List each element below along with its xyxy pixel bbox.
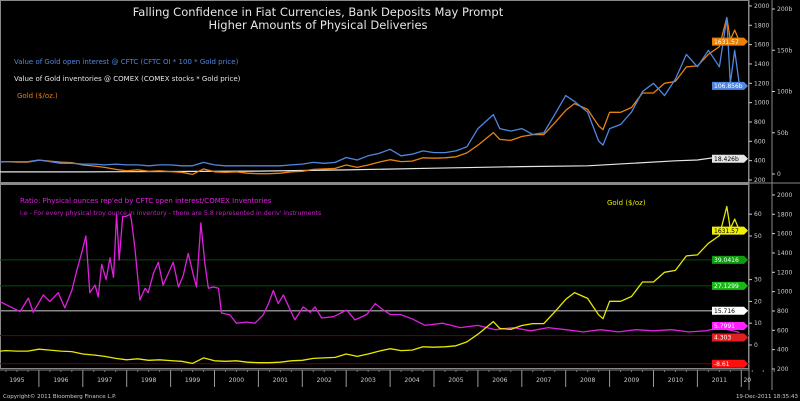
reference-tag-1 bbox=[712, 281, 748, 290]
year-label: 1998 bbox=[141, 377, 156, 384]
gold-bottom-last-value-tag-label: 1631.57 bbox=[714, 228, 739, 235]
year-label: 1995 bbox=[9, 377, 24, 384]
gold-price-line-top bbox=[0, 16, 741, 176]
top-left-axis-tick-label: 200 bbox=[754, 177, 766, 184]
top-right-axis-tick-label: 0 bbox=[777, 171, 781, 178]
bottom-right-axis-tick-label: 200 bbox=[777, 366, 789, 373]
top-left-axis-tick-label: 1600 bbox=[754, 42, 769, 49]
open-interest-line bbox=[0, 17, 741, 167]
gold-price-line-bottom bbox=[0, 205, 741, 365]
year-label: 2001 bbox=[273, 377, 288, 384]
open-interest-last-value-tag-label: 106.856b bbox=[714, 83, 743, 90]
year-label: 2009 bbox=[624, 377, 639, 384]
gold-bottom-last-value-tag bbox=[712, 226, 748, 235]
reference-tag-3 bbox=[712, 333, 748, 342]
top-left-axis-tick-label: 600 bbox=[754, 138, 766, 145]
ratio-last-value-tag bbox=[712, 322, 748, 330]
copyright-text: Copyright© 2011 Bloomberg Finance L.P. bbox=[3, 393, 117, 400]
top-left-axis-tick-label: 1000 bbox=[754, 100, 769, 107]
timestamp-text: 19-Dec-2011 18:35:43 bbox=[736, 394, 799, 400]
bottom-left-axis-tick-label: 0 bbox=[754, 342, 758, 349]
legend-open-interest: Value of Gold open interest @ CFTC (CFTC… bbox=[14, 58, 239, 66]
reference-tag-1-label: 27.1299 bbox=[714, 283, 739, 290]
ratio-title: Ratio: Physical ounces rep'ed by CFTC op… bbox=[20, 197, 272, 205]
legend-gold-bottom: Gold ($/oz) bbox=[607, 199, 646, 207]
ratio-subtitle: i.e - For every physical troy ounce in i… bbox=[20, 210, 321, 217]
year-label: 2004 bbox=[404, 377, 419, 384]
bottom-right-axis-tick-label: 600 bbox=[777, 327, 789, 334]
year-label: 2005 bbox=[448, 377, 463, 384]
top-left-axis-tick-label: 800 bbox=[754, 119, 766, 126]
year-label: 20 bbox=[743, 377, 751, 384]
bottom-left-axis-tick-label: 20 bbox=[754, 298, 762, 305]
ratio-last-value-tag-label: 5.7991 bbox=[714, 323, 735, 330]
top-right-axis-tick-label: 100b bbox=[777, 89, 792, 96]
year-label: 2003 bbox=[361, 377, 376, 384]
top-left-axis-tick-label: 1400 bbox=[754, 61, 769, 68]
bottom-left-axis-tick-label: 50 bbox=[754, 233, 762, 240]
year-label: 2000 bbox=[229, 377, 244, 384]
year-label: 1997 bbox=[97, 377, 112, 384]
gold-last-value-tag bbox=[712, 37, 748, 46]
gold-last-value-tag-label: 1631.57 bbox=[714, 39, 739, 46]
legend-inventories: Value of Gold inventories @ COMEX (COMEX… bbox=[14, 75, 241, 83]
reference-tag-2-label: 15.716 bbox=[714, 308, 735, 315]
year-label: 2006 bbox=[492, 377, 507, 384]
bottom-right-axis-tick-label: 1000 bbox=[777, 289, 792, 296]
top-left-axis-tick-label: 2000 bbox=[754, 3, 769, 10]
bottom-right-axis-tick-label: 2000 bbox=[777, 192, 792, 199]
year-label: 2008 bbox=[580, 377, 595, 384]
top-left-axis-tick-label: 400 bbox=[754, 158, 766, 165]
bottom-left-axis-tick-label: 30 bbox=[754, 277, 762, 284]
year-label: 2007 bbox=[536, 377, 551, 384]
bottom-right-axis-tick-label: 1200 bbox=[777, 269, 792, 276]
bottom-right-axis-tick-label: 1600 bbox=[777, 231, 792, 238]
bottom-right-axis-tick-label: 1800 bbox=[777, 211, 792, 218]
year-label: 1999 bbox=[185, 377, 200, 384]
bottom-right-axis-tick-label: 1400 bbox=[777, 250, 792, 257]
open-interest-last-value-tag bbox=[712, 81, 748, 90]
bottom-right-axis-tick-label: 400 bbox=[777, 347, 789, 354]
panel-divider bbox=[0, 182, 749, 185]
reference-tag-3-label: 4.303 bbox=[714, 335, 731, 342]
reference-tag-0-label: 39.0416 bbox=[714, 257, 739, 264]
inventories-last-value-tag bbox=[712, 154, 748, 163]
top-left-axis-tick-label: 1800 bbox=[754, 22, 769, 29]
reference-tag-0 bbox=[712, 255, 748, 264]
reference-tag-2 bbox=[712, 306, 748, 315]
legend-gold: Gold ($/oz.) bbox=[17, 92, 58, 100]
chart-title-line-1: Falling Confidence in Fiat Currencies, B… bbox=[133, 5, 504, 19]
chart-title-line-2: Higher Amounts of Physical Deliveries bbox=[208, 18, 427, 32]
year-label: 1996 bbox=[53, 377, 68, 384]
top-right-axis-tick-label: 150b bbox=[777, 47, 792, 54]
reference-tag-4-label: -8.61 bbox=[714, 361, 730, 368]
year-label: 2011 bbox=[712, 377, 727, 384]
top-right-axis-tick-label: 200b bbox=[777, 6, 792, 13]
year-label: 2002 bbox=[317, 377, 332, 384]
reference-tag-4 bbox=[712, 359, 748, 368]
bottom-left-axis-tick-label: 60 bbox=[754, 211, 762, 218]
top-right-axis-tick-label: 50b bbox=[777, 130, 789, 137]
bottom-left-axis-tick-label: 10 bbox=[754, 320, 762, 327]
bottom-right-axis-tick-label: 800 bbox=[777, 308, 789, 315]
year-label: 2010 bbox=[668, 377, 683, 384]
top-left-axis-tick-label: 1200 bbox=[754, 80, 769, 87]
inventories-last-value-tag-label: 18.426b bbox=[714, 156, 739, 163]
